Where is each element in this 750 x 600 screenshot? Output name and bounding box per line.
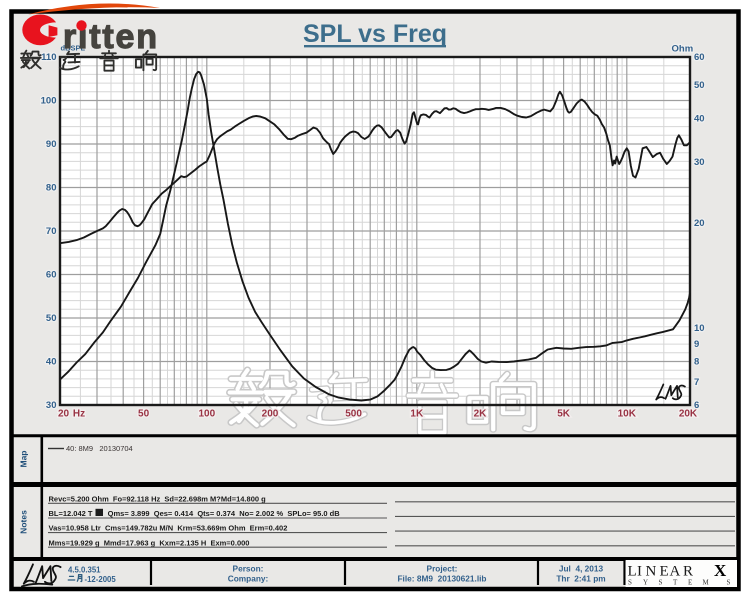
svg-text:dBSPL: dBSPL [61, 44, 86, 53]
svg-text:20K: 20K [679, 409, 698, 420]
svg-text:100: 100 [198, 409, 215, 420]
svg-text:S: S [727, 579, 731, 587]
svg-text:Hz: Hz [73, 409, 85, 420]
svg-text:SPL vs Freq: SPL vs Freq [303, 20, 447, 48]
svg-text:5K: 5K [557, 409, 571, 420]
svg-text:30: 30 [694, 157, 705, 168]
svg-text:S: S [659, 579, 663, 587]
svg-text:6: 6 [694, 400, 699, 411]
svg-text:Y: Y [643, 579, 648, 587]
svg-text:20: 20 [694, 218, 705, 229]
svg-text:10: 10 [694, 323, 705, 334]
svg-text:50: 50 [46, 313, 57, 324]
svg-text:10K: 10K [618, 409, 637, 420]
svg-text:9: 9 [694, 339, 699, 350]
svg-text:200: 200 [262, 409, 279, 420]
svg-text:90: 90 [46, 139, 57, 150]
svg-text:40: 40 [694, 114, 705, 125]
svg-text:A: A [670, 564, 681, 580]
svg-text:N: N [646, 564, 657, 580]
svg-text:Notes: Notes [19, 510, 29, 534]
svg-text:50: 50 [694, 80, 705, 91]
svg-text:E: E [688, 579, 692, 587]
svg-text:Company:: Company: [228, 574, 269, 584]
svg-text:X: X [714, 561, 727, 580]
svg-text:L: L [628, 564, 637, 580]
svg-text:Ohm: Ohm [672, 44, 694, 55]
svg-text:Person:: Person: [233, 563, 264, 573]
svg-text:8: 8 [694, 357, 699, 368]
svg-text:I: I [637, 564, 642, 580]
svg-text:Revc=5.200 Ohm Fo=92.118 Hz: Revc=5.200 Ohm Fo=92.118 Hz Sd=22.698m M… [49, 494, 267, 503]
svg-text:30: 30 [46, 400, 57, 411]
svg-text:T: T [673, 579, 678, 587]
svg-text:1K: 1K [410, 409, 424, 420]
svg-text:60: 60 [46, 270, 57, 281]
svg-text:4.5.0.351: 4.5.0.351 [68, 566, 101, 575]
svg-text:50: 50 [138, 409, 150, 420]
svg-text:-12-2005: -12-2005 [85, 575, 117, 584]
svg-text:40: 8M9 20130704: 40: 8M9 20130704 [66, 444, 133, 453]
svg-text:500: 500 [345, 409, 362, 420]
svg-text:20: 20 [58, 409, 70, 420]
svg-text:70: 70 [46, 226, 57, 237]
svg-text:Project:: Project: [427, 563, 458, 573]
svg-text:Thr 2:41 pm: Thr 2:41 pm [556, 574, 605, 584]
svg-text:File: 8M9 20130621.lib: File: 8M9 20130621.lib [397, 574, 486, 584]
svg-text:S: S [628, 579, 632, 587]
svg-text:110: 110 [41, 52, 56, 63]
svg-text:Qms= 3.899 Qes= 0.414 Qts= 0: Qms= 3.899 Qes= 0.414 Qts= 0.374 No= 2.0… [104, 509, 341, 518]
svg-text:Vas=10.958 Ltr Cms=149.782u M: Vas=10.958 Ltr Cms=149.782u M/N Krm=53.6… [49, 524, 288, 533]
svg-text:E: E [660, 564, 669, 580]
svg-text:M: M [703, 579, 710, 587]
svg-text:Map: Map [19, 451, 29, 468]
svg-text:40: 40 [46, 357, 57, 368]
svg-text:2K: 2K [474, 409, 488, 420]
svg-text:80: 80 [46, 183, 57, 194]
svg-text:BL=12.042 T: BL=12.042 T [49, 509, 93, 518]
svg-text:60: 60 [694, 52, 705, 63]
svg-text:Mms=19.929 g Mmd=17.963 g Kx: Mms=19.929 g Mmd=17.963 g Kxm=2.135 H Ex… [49, 538, 250, 547]
svg-text:Jul 4, 2013: Jul 4, 2013 [559, 563, 604, 573]
svg-text:100: 100 [41, 96, 57, 107]
svg-text:R: R [683, 564, 693, 580]
svg-text:7: 7 [694, 377, 699, 388]
